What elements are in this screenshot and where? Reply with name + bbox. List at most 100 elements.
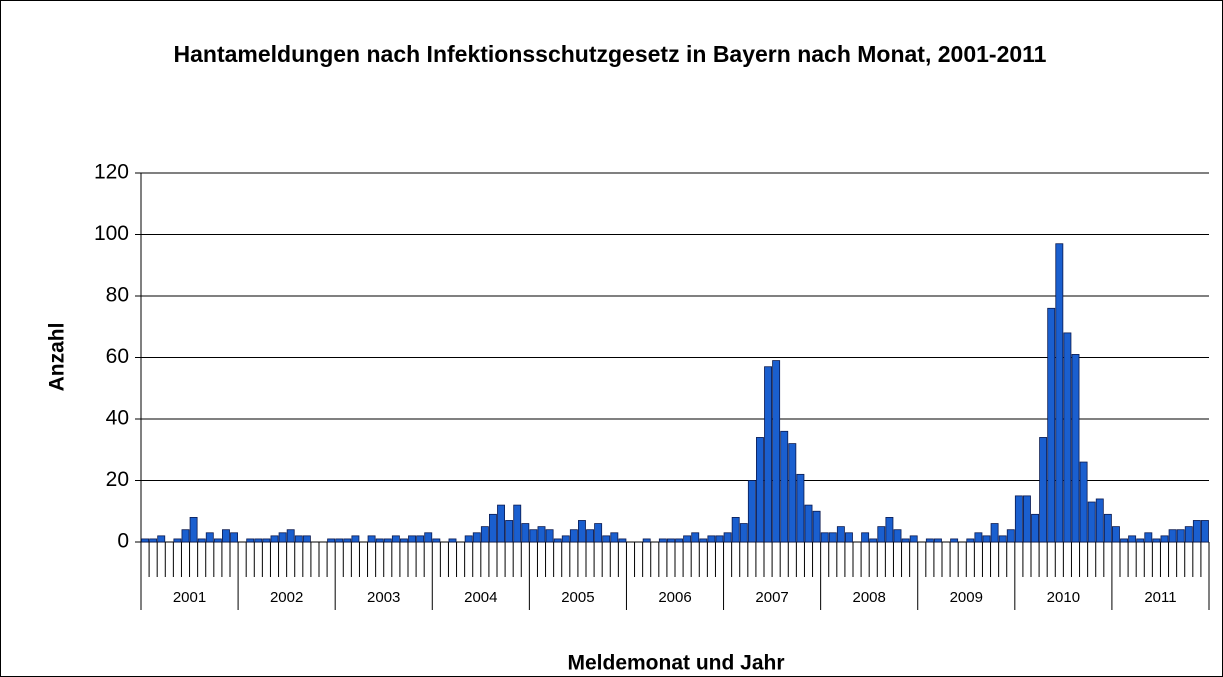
bar [796, 473, 805, 543]
bar [764, 366, 772, 543]
bar [1014, 495, 1023, 543]
bar [934, 538, 942, 543]
bar [1103, 513, 1112, 543]
bar [820, 532, 829, 543]
bar [1095, 498, 1104, 543]
bar [586, 529, 594, 543]
bar [1152, 538, 1161, 543]
bar [149, 538, 158, 543]
bar [1079, 461, 1088, 543]
bar [1144, 532, 1153, 543]
bar [537, 526, 546, 543]
bar [804, 504, 813, 543]
bar [861, 532, 870, 543]
bar [1201, 520, 1209, 543]
bar [618, 538, 627, 543]
bar [489, 513, 497, 543]
bar [1120, 538, 1128, 543]
bar [157, 535, 166, 543]
bar [480, 526, 489, 543]
bar [270, 535, 279, 543]
x-group-label: 2010 [1047, 589, 1080, 606]
bar [416, 535, 425, 543]
y-tick-label: 40 [106, 407, 129, 430]
bar [246, 538, 255, 543]
bar [1039, 437, 1048, 543]
bar [424, 532, 433, 543]
bar [739, 523, 748, 543]
bar [141, 538, 149, 543]
bar [1087, 501, 1096, 543]
bar [893, 529, 902, 543]
bar [731, 517, 740, 543]
bar [545, 529, 554, 543]
x-group-label: 2011 [1144, 589, 1176, 606]
bar [448, 538, 457, 543]
y-tick-label: 0 [117, 530, 129, 553]
bar [1184, 526, 1193, 543]
bar [262, 538, 271, 543]
bar [1055, 243, 1064, 543]
x-group-label: 2009 [950, 589, 983, 606]
bar [1112, 526, 1120, 543]
bar [254, 538, 263, 543]
bar [909, 535, 918, 543]
bar [327, 538, 336, 543]
bar [836, 526, 845, 543]
bar [553, 538, 562, 543]
y-tick-label: 60 [106, 345, 129, 368]
bar [497, 504, 505, 543]
bar [747, 480, 756, 543]
bar [343, 538, 352, 543]
bar [181, 529, 190, 543]
bar [213, 538, 222, 543]
bar [286, 529, 295, 543]
bar [699, 538, 708, 543]
bar [845, 532, 853, 543]
bar [505, 520, 514, 543]
bar [901, 538, 910, 543]
bar [1136, 538, 1145, 543]
bar [578, 520, 586, 543]
x-group-label: 2001 [173, 589, 206, 606]
bar [408, 535, 416, 543]
bar [1176, 529, 1185, 543]
bar [828, 532, 837, 543]
bar [1071, 354, 1080, 543]
bar [529, 529, 538, 543]
bar [1023, 495, 1031, 543]
bar [642, 538, 651, 543]
bar [294, 535, 303, 543]
bar [391, 535, 400, 543]
x-group-label: 2004 [464, 589, 497, 606]
bar [173, 538, 182, 543]
y-tick-label: 80 [106, 284, 129, 307]
bar [594, 523, 603, 543]
bar [715, 535, 724, 543]
bar [998, 535, 1007, 543]
bar [966, 538, 975, 543]
bar [197, 538, 206, 543]
bar [788, 443, 797, 543]
bar [375, 538, 384, 543]
bar [351, 535, 360, 543]
bar [658, 538, 667, 543]
bar [610, 532, 619, 543]
bar [472, 532, 481, 543]
x-group-label: 2008 [852, 589, 885, 606]
bar [521, 523, 530, 543]
y-tick-label: 100 [94, 222, 129, 245]
bar [877, 526, 886, 543]
y-tick-label: 120 [94, 161, 129, 184]
bar [189, 517, 198, 543]
bar [513, 504, 522, 543]
bar [561, 535, 570, 543]
y-tick-label: 20 [106, 468, 129, 491]
bar [335, 538, 344, 543]
bar [780, 430, 789, 543]
bar [990, 523, 999, 543]
bar [1063, 332, 1072, 543]
